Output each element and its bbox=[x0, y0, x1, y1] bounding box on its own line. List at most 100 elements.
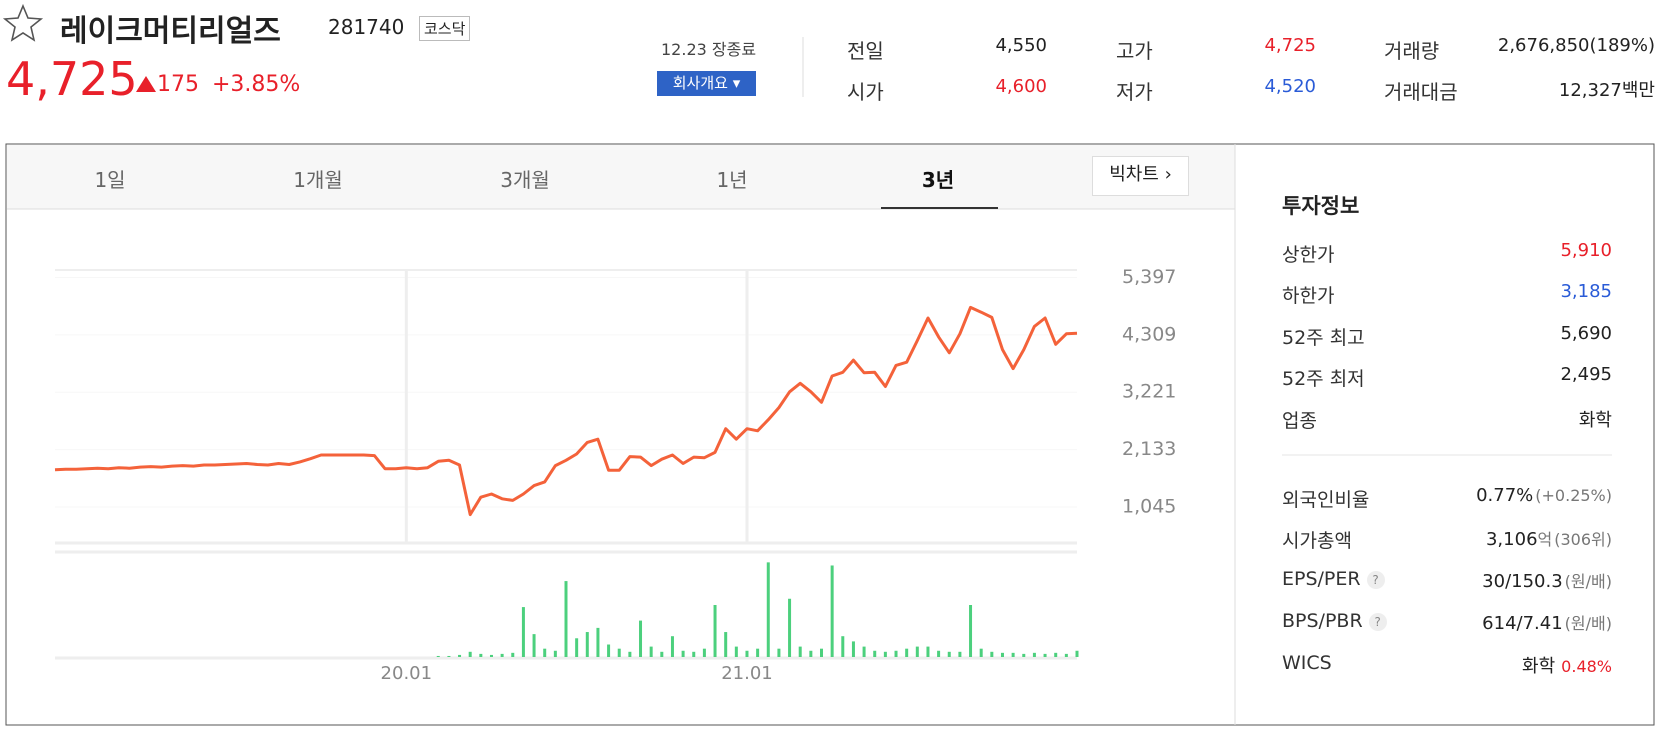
volume-bar bbox=[489, 654, 493, 657]
volume-bar bbox=[798, 646, 802, 657]
info-label: 상한가 bbox=[1282, 240, 1334, 267]
quote-value: 4,600 bbox=[995, 76, 1047, 97]
volume-bar bbox=[1043, 653, 1047, 657]
info-label-text: WICS bbox=[1282, 652, 1332, 674]
info-note: (306위) bbox=[1554, 530, 1612, 549]
info-label: WICS bbox=[1282, 652, 1332, 674]
volume-bar bbox=[905, 648, 909, 657]
quote-label: 거래대금 bbox=[1384, 80, 1458, 104]
quote-label: 시가 bbox=[847, 80, 884, 104]
volume-bar bbox=[830, 565, 834, 657]
period-tab[interactable]: 3개월 bbox=[500, 168, 550, 192]
favorite-star[interactable] bbox=[2, 3, 44, 42]
price-line bbox=[54, 305, 1078, 517]
info-label-text: 시가총액 bbox=[1282, 530, 1352, 552]
x-tick-label: 20.01 bbox=[381, 663, 433, 684]
info-value: 화학 0.48% bbox=[1522, 652, 1612, 678]
big-chart-button[interactable]: 빅차트 › bbox=[1092, 156, 1189, 196]
volume-bar bbox=[468, 651, 472, 657]
info-value-text: 화학 bbox=[1578, 410, 1612, 431]
volume-bar bbox=[553, 650, 557, 657]
info-value: 30/150.3 (원/배) bbox=[1482, 568, 1612, 592]
volume-bar bbox=[1075, 650, 1079, 657]
info-label-text: 52주 최고 bbox=[1282, 327, 1365, 349]
quote-label: 거래량 bbox=[1384, 39, 1440, 63]
volume-bar bbox=[926, 646, 930, 657]
volume-bar bbox=[596, 627, 600, 657]
info-label: 업종 bbox=[1282, 406, 1317, 433]
info-value: 5,910 bbox=[1560, 240, 1612, 261]
volume-bar bbox=[500, 653, 504, 657]
price: 4,725 bbox=[6, 52, 138, 106]
volume-bar bbox=[585, 632, 589, 657]
stock-code: 281740 bbox=[328, 15, 405, 39]
volume-bar bbox=[1000, 652, 1004, 657]
main-frame bbox=[5, 143, 1655, 726]
volume-bar bbox=[575, 638, 579, 657]
info-label-text: EPS/PER bbox=[1282, 568, 1361, 590]
info-label-text: BPS/PBR bbox=[1282, 610, 1363, 632]
info-value-text: 3,185 bbox=[1560, 281, 1612, 302]
volume-bar bbox=[756, 648, 760, 657]
info-value: 614/7.41 (원/배) bbox=[1482, 610, 1612, 634]
volume-bar bbox=[958, 651, 962, 657]
info-value-text: 3,106 bbox=[1485, 529, 1538, 550]
volume-bar bbox=[564, 581, 568, 657]
info-label-text: 업종 bbox=[1282, 410, 1317, 432]
y-tick-label: 1,045 bbox=[1122, 495, 1176, 517]
volume-bar bbox=[639, 620, 643, 657]
info-label: BPS/PBR? bbox=[1282, 610, 1387, 632]
tab-bar bbox=[7, 145, 1235, 209]
volume-bar bbox=[628, 651, 632, 657]
volume-bar bbox=[681, 650, 685, 657]
volume-bar bbox=[990, 651, 994, 657]
volume-bar bbox=[724, 632, 728, 657]
period-tab[interactable]: 1개월 bbox=[293, 168, 343, 192]
y-tick-label: 4,309 bbox=[1122, 323, 1176, 345]
info-label-text: 52주 최저 bbox=[1282, 368, 1365, 390]
info-value-text: 2,495 bbox=[1560, 364, 1612, 385]
volume-bar bbox=[734, 646, 738, 657]
volume-bar bbox=[511, 652, 515, 657]
change-pct: +3.85% bbox=[212, 72, 301, 97]
volume-bar bbox=[1011, 652, 1015, 657]
info-value: 화학 bbox=[1579, 406, 1612, 432]
volume-bar bbox=[1032, 652, 1036, 657]
info-value-text: 5,910 bbox=[1560, 240, 1612, 261]
volume-bar bbox=[915, 646, 919, 657]
info-value: 2,495 bbox=[1560, 364, 1612, 385]
info-value: 3,106억 (306위) bbox=[1486, 526, 1612, 550]
stock-name: 레이크머티리얼즈 bbox=[60, 14, 281, 49]
info-label: 52주 최저 bbox=[1282, 364, 1365, 391]
panel-title: 투자정보 bbox=[1282, 194, 1360, 218]
volume-bar bbox=[447, 655, 451, 657]
company-button[interactable]: 회사개요 ▾ bbox=[657, 71, 756, 96]
x-tick-label: 21.01 bbox=[721, 663, 773, 684]
period-tab[interactable]: 1년 bbox=[716, 168, 748, 192]
help-icon: ? bbox=[1368, 612, 1387, 631]
info-value-text: 30/150.3 bbox=[1482, 571, 1563, 592]
info-value: 0.77% (+0.25%) bbox=[1476, 485, 1612, 506]
volume-bar bbox=[820, 648, 823, 657]
change: 175 bbox=[157, 72, 199, 97]
volume-bar bbox=[1054, 652, 1058, 657]
help-icon: ? bbox=[1366, 570, 1385, 589]
info-note: (원/배) bbox=[1564, 614, 1612, 633]
period-tab[interactable]: 3년 bbox=[921, 168, 955, 192]
info-label: EPS/PER? bbox=[1282, 568, 1385, 590]
quote-value: 4,550 bbox=[995, 35, 1047, 56]
volume-bar bbox=[937, 650, 941, 657]
quote-label: 저가 bbox=[1116, 80, 1153, 104]
volume-bar bbox=[841, 636, 845, 657]
period-tab[interactable]: 1일 bbox=[94, 168, 126, 192]
info-value-text: 5,690 bbox=[1560, 323, 1612, 344]
quote-value: 12,327백만 bbox=[1558, 80, 1655, 101]
info-note: 0.48% bbox=[1561, 657, 1612, 676]
volume-bar bbox=[1022, 653, 1026, 657]
info-unit: 억 bbox=[1537, 530, 1553, 549]
volume-bar bbox=[883, 651, 887, 657]
volume-bar bbox=[617, 648, 621, 657]
market-status: 12.23 장종료 bbox=[661, 40, 757, 59]
